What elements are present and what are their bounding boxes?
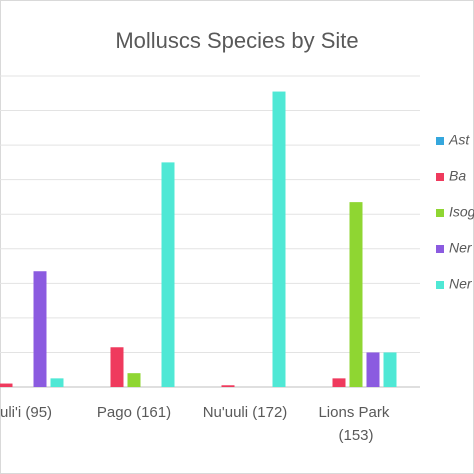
legend-label: Ner	[449, 240, 473, 256]
bar	[272, 91, 286, 388]
bar	[221, 385, 235, 387]
legend-marker	[436, 173, 444, 181]
legend-marker	[436, 245, 444, 253]
bar	[50, 378, 64, 387]
bar	[0, 383, 13, 387]
bar	[332, 378, 346, 387]
x-tick-label: Pago (161)	[97, 404, 171, 421]
legend-label: Isog	[449, 204, 474, 220]
bar	[366, 352, 380, 387]
x-tick-label: uli'i (95)	[0, 404, 52, 421]
legend-marker	[436, 209, 444, 217]
legend-marker	[436, 281, 444, 289]
bar	[349, 202, 363, 387]
bar	[110, 347, 124, 387]
bar	[383, 352, 397, 387]
legend-label: Ner	[449, 276, 473, 292]
bar	[33, 271, 47, 387]
x-tick-label-line: Lions Park	[318, 404, 393, 421]
x-tick-label: Nu'uuli (172)	[203, 404, 288, 421]
x-tick-label: Lions Park (153)	[318, 404, 393, 444]
legend-marker	[436, 137, 444, 145]
x-tick-label-line: (153)	[338, 427, 373, 444]
chart-title: Molluscs Species by Site	[115, 28, 358, 53]
legend-label: Ba	[449, 168, 466, 184]
bar	[161, 162, 175, 387]
bar	[127, 373, 141, 387]
legend-label: Ast	[448, 132, 470, 148]
